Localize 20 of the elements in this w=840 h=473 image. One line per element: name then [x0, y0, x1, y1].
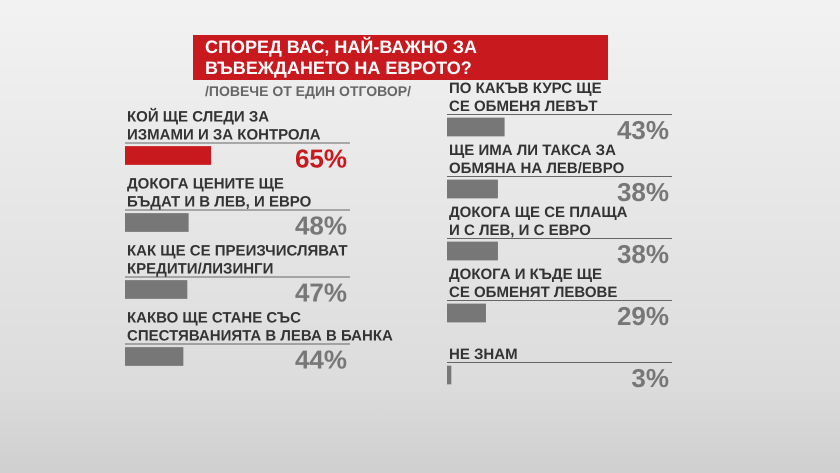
category-label: КОЙ ЩЕ СЛЕДИ ЗА ИЗМАМИ И ЗА КОНТРОЛА: [127, 108, 321, 144]
category-label: НЕ ЗНАМ: [449, 346, 518, 364]
text: /ПОВЕЧЕ ОТ ЕДИН ОТГОВОР/: [205, 83, 412, 99]
category-label: ДОКОГА ЦЕНИТЕ ЩЕ БЪДАТ И В ЛЕВ, И ЕВРО: [127, 176, 312, 211]
category-label: ДОКОГА ЩЕ СЕ ПЛАЩА И С ЛЕВ, И С ЕВРО: [449, 204, 628, 240]
data-label: 48%: [294, 210, 347, 240]
data-label: 38%: [616, 177, 669, 207]
data-label: 43%: [616, 115, 669, 145]
category-label: ЩЕ ИМА ЛИ ТАКСА ЗА ОБМЯНА НА ЛЕВ/ЕВРО: [449, 142, 624, 178]
data-label: 65%: [294, 144, 347, 174]
category-label: КАКВО ЩЕ СТАНЕ СЪС СПЕСТЯВАНИЯТА В ЛЕВА В БАНКА: [127, 310, 393, 345]
data-label: 38%: [616, 239, 669, 269]
category-label: КАК ЩЕ СЕ ПРЕИЗЧИСЛЯВАТ КРЕДИТИ/ЛИЗИНГИ: [127, 242, 348, 278]
category-label: ПО КАКЪВ КУРС ЩЕ СЕ ОБМЕНЯ ЛЕВЪТ: [449, 80, 602, 116]
text: СПОРЕД ВАС, НАЙ-ВАЖНО ЗА ВЪВЕЖДАНЕТО НА ЕВРОТО?: [204, 36, 478, 79]
data-label: 29%: [616, 301, 669, 331]
data-label: 3%: [631, 363, 669, 393]
category-label: ДОКОГА И КЪДЕ ЩЕ СЕ ОБМЕНЯТ ЛЕВОВЕ: [449, 266, 618, 302]
data-label: 44%: [294, 344, 347, 374]
data-label: 47%: [294, 278, 347, 308]
